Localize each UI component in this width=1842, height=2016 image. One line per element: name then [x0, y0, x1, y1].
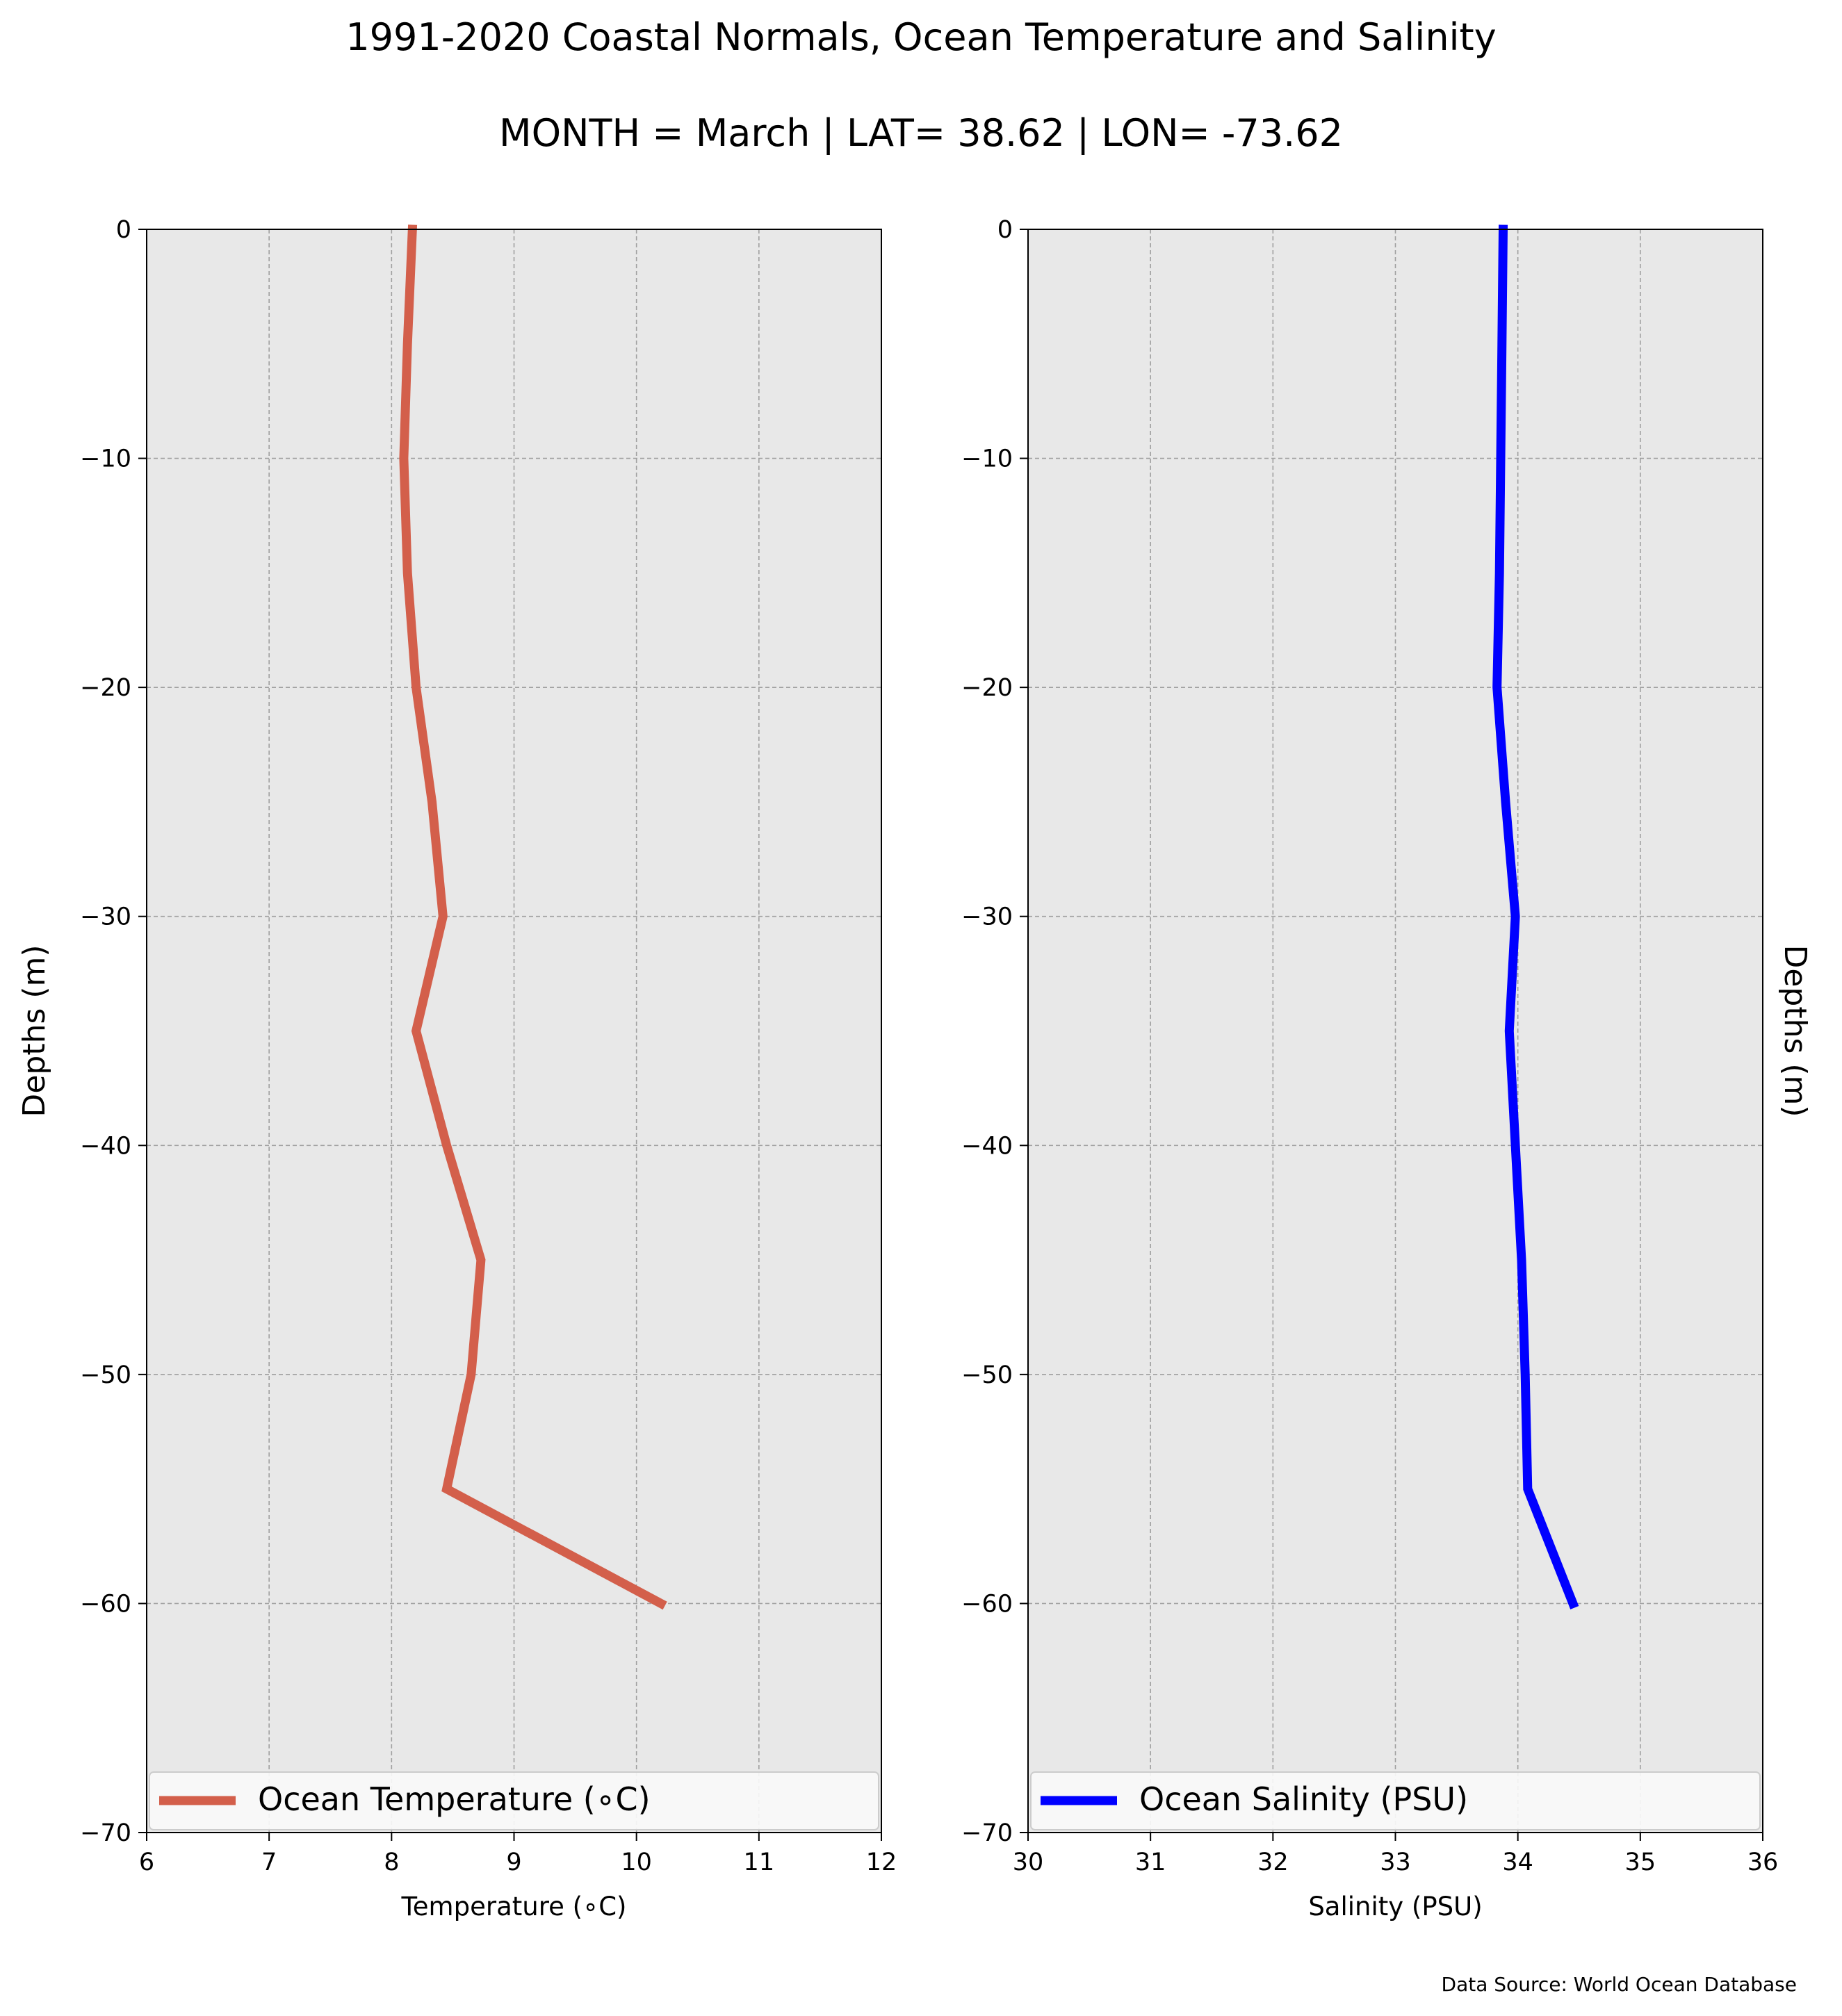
salinity-y-tick-label: −10	[961, 445, 1013, 473]
temperature-y-tick-label: −40	[80, 1132, 131, 1160]
temperature-y-tick-label: 0	[116, 216, 131, 244]
temperature-x-tick-label: 8	[384, 1849, 399, 1876]
salinity-y-tick-label: 0	[997, 216, 1013, 244]
temperature-x-axis-label: Temperature (∘C)	[400, 1892, 626, 1921]
salinity-legend-label: Ocean Salinity (PSU)	[1139, 1780, 1468, 1818]
salinity-y-tick-label: −30	[961, 903, 1013, 931]
salinity-y-tick-label: −60	[961, 1590, 1013, 1618]
temperature-x-tick-label: 7	[261, 1849, 277, 1876]
chart-subtitle: MONTH = March | LAT= 38.62 | LON= -73.62	[499, 111, 1343, 155]
salinity-x-tick-label: 33	[1380, 1849, 1411, 1876]
salinity-y-tick-label: −20	[961, 674, 1013, 702]
temperature-legend: Ocean Temperature (∘C)	[149, 1771, 879, 1830]
temperature-y-tick-label: −70	[80, 1819, 131, 1847]
temperature-y-axis-label: Depths (m)	[17, 944, 52, 1117]
temperature-x-tick-label: 12	[866, 1849, 897, 1876]
data-source-note: Data Source: World Ocean Database	[1442, 1973, 1797, 1996]
temperature-y-tick-label: −30	[80, 903, 131, 931]
salinity-series-line	[1492, 224, 1579, 1609]
temperature-y-tick-label: −60	[80, 1590, 131, 1618]
temperature-x-tick-label: 6	[139, 1849, 154, 1876]
temperature-y-tick-label: −50	[80, 1361, 131, 1389]
salinity-legend-box	[1030, 1771, 1761, 1830]
salinity-panel: 30 31 32 33 34 35 36 0 −10 −20 −30 −40 −50 −60 −70 Sali…	[961, 216, 1813, 1921]
salinity-y-tick-label: −70	[961, 1819, 1013, 1847]
salinity-x-tick-label: 32	[1257, 1849, 1289, 1876]
salinity-x-tick-label: 30	[1013, 1849, 1044, 1876]
salinity-x-tick-label: 34	[1502, 1849, 1533, 1876]
temperature-x-tick-label: 9	[506, 1849, 521, 1876]
salinity-x-tick-label: 36	[1747, 1849, 1779, 1876]
temperature-panel: 6 7 8 9 10 11 12 0 −10 −20 −30 −40 −50 −60 −70 Temperat…	[17, 216, 897, 1921]
salinity-x-tick-label: 31	[1135, 1849, 1166, 1876]
temperature-legend-box	[149, 1771, 879, 1830]
temperature-x-tick-label: 11	[744, 1849, 775, 1876]
salinity-y-tick-label: −50	[961, 1361, 1013, 1389]
salinity-x-tick-label: 35	[1625, 1849, 1656, 1876]
temperature-x-tick-label: 10	[621, 1849, 652, 1876]
temperature-y-tick-label: −20	[80, 674, 131, 702]
salinity-x-axis-label: Salinity (PSU)	[1308, 1892, 1482, 1921]
temperature-legend-label: Ocean Temperature (∘C)	[258, 1780, 651, 1818]
salinity-y-tick-label: −40	[961, 1132, 1013, 1160]
temperature-y-tick-label: −10	[80, 445, 131, 473]
salinity-y-axis-label: Depths (m)	[1777, 944, 1813, 1117]
salinity-legend: Ocean Salinity (PSU)	[1030, 1771, 1761, 1830]
chart-title: 1991-2020 Coastal Normals, Ocean Tempera…	[345, 15, 1496, 59]
temperature-series-line	[399, 224, 667, 1610]
